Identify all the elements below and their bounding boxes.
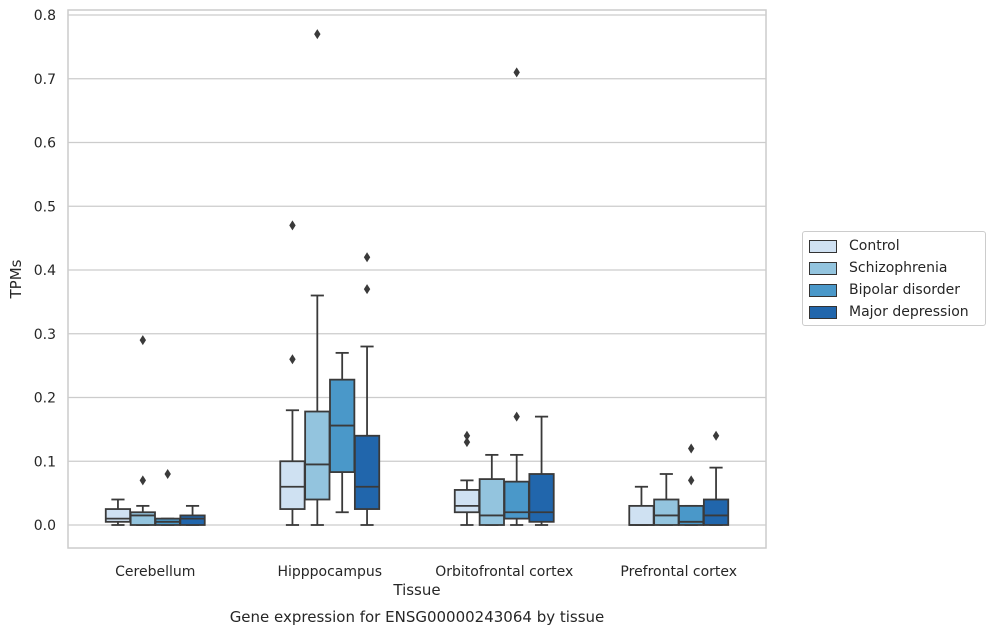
legend-label-major-depression: Major depression bbox=[849, 304, 969, 320]
legend-label-bipolar-disorder: Bipolar disorder bbox=[849, 282, 961, 298]
legend-item-bipolar-disorder: Bipolar disorder bbox=[809, 280, 960, 300]
y-axis-label: TPMs bbox=[7, 259, 25, 299]
box-1-1 bbox=[304, 29, 331, 526]
chart-title: Gene expression for ENSG00000243064 by t… bbox=[230, 608, 605, 626]
box-2-2 bbox=[503, 67, 530, 526]
box-rect bbox=[353, 434, 381, 510]
outlier-point bbox=[363, 284, 371, 295]
y-tick-label: 0.5 bbox=[34, 199, 56, 215]
box-rect bbox=[653, 498, 680, 526]
box-2-1 bbox=[478, 453, 505, 526]
box-rect bbox=[528, 473, 555, 523]
x-tick-label: Prefrontal cortex bbox=[620, 564, 737, 580]
outlier-point bbox=[712, 430, 720, 441]
x-tick-label: Orbitofrontal cortex bbox=[435, 564, 573, 580]
y-tick-label: 0.7 bbox=[34, 72, 56, 88]
outlier-point bbox=[513, 67, 520, 78]
x-tick-label: Hipppocampus bbox=[277, 564, 382, 580]
box-rect bbox=[628, 504, 655, 526]
legend-item-schizophrenia: Schizophrenia bbox=[809, 258, 947, 278]
box-0-3 bbox=[179, 504, 206, 526]
outlier-point bbox=[463, 430, 471, 441]
box-3-1 bbox=[653, 473, 680, 526]
y-tick-label: 0.1 bbox=[34, 454, 56, 470]
y-tick-label: 0.8 bbox=[34, 8, 56, 24]
box-rect bbox=[279, 460, 306, 510]
y-axis-ticks: 0.0 0.1 0.2 0.3 0.4 0.5 0.6 0.7 0.8 bbox=[34, 8, 56, 534]
gridlines bbox=[68, 14, 766, 526]
box-rect bbox=[179, 514, 206, 526]
y-tick-label: 0.2 bbox=[34, 391, 56, 407]
x-axis-ticks: Cerebellum Hipppocampus Orbitofrontal cort… bbox=[115, 564, 737, 580]
legend-item-control: Control bbox=[809, 236, 900, 256]
legend-swatch-bipolar-disorder bbox=[809, 283, 837, 297]
box-rect bbox=[478, 478, 505, 526]
box-3-3 bbox=[702, 430, 730, 526]
outlier-point bbox=[513, 411, 520, 422]
box-0-2 bbox=[154, 469, 181, 526]
box-3-0 bbox=[628, 485, 655, 526]
outlier-point bbox=[139, 335, 147, 346]
outlier-point bbox=[687, 443, 695, 454]
outlier-point bbox=[463, 437, 471, 448]
outlier-point bbox=[687, 475, 695, 486]
box-1-0 bbox=[279, 220, 306, 526]
outlier-point bbox=[363, 252, 371, 263]
legend-label-schizophrenia: Schizophrenia bbox=[849, 260, 948, 276]
box-0-1 bbox=[129, 335, 156, 526]
box-rect bbox=[129, 511, 156, 526]
outlier-point bbox=[314, 29, 321, 40]
legend-swatch-control bbox=[809, 239, 837, 253]
legend-item-major-depression: Major depression bbox=[809, 302, 969, 322]
box-rect bbox=[453, 489, 481, 514]
legend-swatch-schizophrenia bbox=[809, 261, 837, 275]
outlier-point bbox=[139, 475, 147, 486]
outlier-point bbox=[289, 354, 296, 365]
outlier-point bbox=[164, 469, 171, 479]
x-axis-label: Tissue bbox=[392, 581, 440, 599]
box-rect bbox=[702, 498, 730, 526]
legend: Control Schizophrenia Bipolar disorder M… bbox=[802, 231, 986, 326]
box-rect bbox=[304, 410, 331, 501]
y-tick-label: 0.3 bbox=[34, 327, 56, 343]
plot-area-frame bbox=[67, 9, 767, 549]
box-3-2 bbox=[678, 443, 705, 526]
box-1-3 bbox=[353, 252, 381, 526]
boxes bbox=[104, 29, 730, 526]
legend-swatch-major-depression bbox=[809, 305, 837, 319]
y-tick-label: 0.4 bbox=[34, 263, 56, 279]
box-1-2 bbox=[329, 351, 356, 514]
x-tick-label: Cerebellum bbox=[115, 564, 195, 580]
box-2-3 bbox=[528, 415, 555, 526]
box-2-0 bbox=[453, 430, 481, 526]
y-tick-label: 0.0 bbox=[34, 518, 56, 534]
box-0-0 bbox=[104, 498, 132, 526]
legend-label-control: Control bbox=[849, 238, 900, 254]
box-rect bbox=[104, 508, 132, 523]
outlier-point bbox=[289, 220, 296, 231]
y-tick-label: 0.6 bbox=[34, 136, 56, 152]
